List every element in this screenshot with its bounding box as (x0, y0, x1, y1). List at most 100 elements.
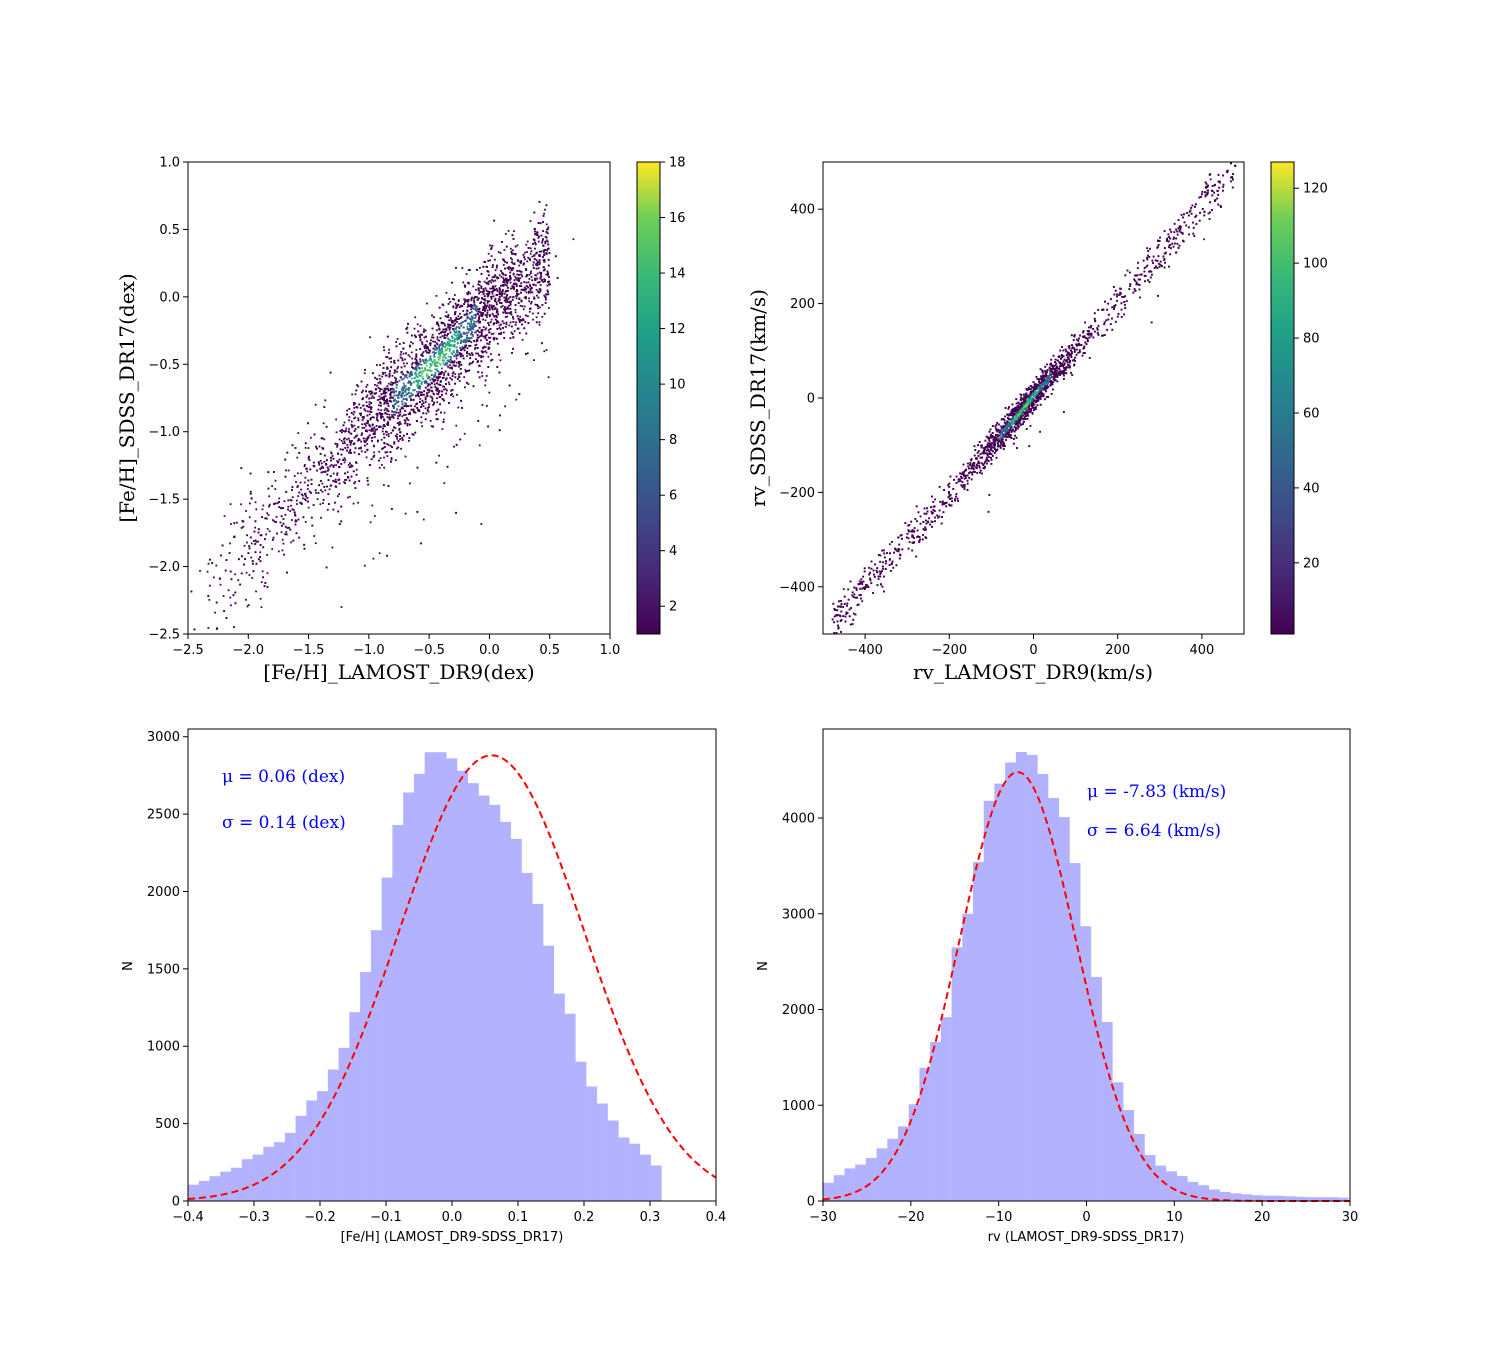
feh-scatter-point (489, 353, 492, 356)
feh-scatter-point (481, 291, 484, 293)
feh-scatter-point (464, 298, 466, 301)
feh-scatter-point (451, 372, 454, 375)
feh-scatter-point (410, 351, 413, 354)
feh-scatter-point (538, 259, 541, 262)
feh-scatter-point (436, 343, 439, 346)
feh-scatter-point (414, 367, 417, 369)
feh-scatter-point (454, 302, 457, 305)
feh-scatter-point (290, 499, 293, 502)
feh-scatter-point (289, 528, 292, 531)
feh-scatter-point (387, 402, 389, 405)
feh-scatter-point (399, 435, 402, 437)
feh-scatter-point (426, 382, 429, 385)
feh-scatter-point (332, 457, 335, 460)
feh-scatter-point (438, 390, 441, 392)
feh-scatter-point (271, 485, 273, 487)
feh-scatter-point (259, 597, 262, 600)
feh-scatter-point (467, 298, 470, 301)
feh-scatter-point (449, 358, 452, 361)
feh-scatter-point (285, 490, 288, 493)
feh-scatter-point (469, 312, 472, 314)
rv-scatter-point (888, 543, 891, 546)
feh-scatter-point (366, 477, 369, 479)
feh-scatter-point (487, 280, 490, 283)
feh-scatter-point (517, 277, 520, 279)
feh-scatter-point (434, 379, 437, 381)
feh-scatter-point (338, 478, 341, 481)
feh-scatter-point (431, 400, 434, 402)
feh-scatter-point (470, 337, 473, 339)
feh-scatter-point (363, 439, 366, 442)
feh-scatter-point (327, 468, 330, 471)
feh-scatter-point (511, 261, 513, 264)
feh-scatter-point (326, 473, 329, 476)
feh-scatter-point (401, 439, 404, 441)
feh-scatter-y-tick-label: −2.0 (148, 560, 180, 575)
feh-scatter-point (412, 408, 415, 411)
feh-scatter-point (451, 361, 454, 364)
feh-scatter-point (480, 356, 482, 359)
feh-scatter-point (530, 287, 533, 289)
feh-scatter-point (536, 233, 539, 236)
feh-scatter-point (438, 454, 440, 457)
feh-scatter-point (513, 288, 516, 290)
feh-scatter-point (237, 579, 240, 582)
feh-scatter-point (477, 313, 480, 316)
feh-scatter-point (541, 239, 544, 242)
feh-scatter-point (404, 413, 407, 416)
feh-scatter-point (384, 400, 387, 402)
feh-scatter-point (396, 367, 399, 370)
feh-scatter-point (414, 357, 417, 360)
feh-scatter-point (398, 414, 401, 417)
feh-scatter-point (417, 385, 420, 388)
feh-scatter-point (389, 418, 392, 421)
feh-scatter-point (446, 359, 449, 362)
feh-scatter-point (466, 351, 468, 354)
feh-scatter-point (380, 396, 383, 399)
feh-scatter-point (542, 266, 545, 269)
feh-scatter-point (469, 324, 471, 327)
feh-scatter-point (338, 523, 341, 525)
feh-scatter-point (343, 438, 345, 441)
feh-scatter-point (340, 463, 343, 465)
feh-scatter-point (512, 262, 515, 265)
feh-scatter-point (505, 301, 507, 303)
feh-scatter-point (516, 279, 519, 282)
feh-scatter-point (366, 479, 369, 482)
feh-scatter-point (492, 287, 495, 290)
feh-scatter-point (538, 235, 540, 238)
feh-scatter-x-tick-label: 0.0 (479, 643, 500, 658)
feh-scatter-point (520, 300, 523, 303)
feh-scatter-point (496, 310, 498, 313)
feh-scatter-point (460, 340, 462, 343)
feh-scatter-point (432, 404, 435, 406)
feh-scatter-point (382, 484, 385, 487)
feh-scatter-point (381, 430, 384, 433)
feh-scatter-point (350, 475, 353, 478)
feh-scatter-point (484, 384, 487, 387)
feh-scatter-point (490, 295, 493, 298)
feh-scatter-point (407, 371, 409, 374)
feh-scatter-point (368, 424, 371, 427)
feh-scatter-point (352, 470, 355, 473)
feh-scatter-point (482, 265, 485, 268)
feh-scatter-point (477, 360, 479, 362)
feh-scatter-point (347, 496, 349, 499)
feh-scatter-point (354, 402, 357, 405)
feh-scatter-point (515, 321, 517, 324)
feh-scatter-point (504, 279, 507, 282)
feh-scatter-point (432, 340, 434, 343)
feh-scatter-point (525, 297, 527, 300)
feh-scatter-point (366, 443, 369, 445)
feh-scatter-point (466, 313, 469, 316)
feh-scatter-point (375, 364, 378, 366)
feh-scatter-point (391, 446, 393, 449)
feh-scatter-point (321, 490, 324, 493)
feh-scatter-point (430, 339, 432, 342)
feh-scatter-point (492, 264, 494, 267)
feh-scatter-point (496, 290, 499, 292)
feh-scatter-point (487, 425, 490, 428)
feh-scatter-point (282, 522, 285, 525)
feh-scatter-point (202, 636, 204, 638)
feh-scatter-point (319, 503, 322, 506)
